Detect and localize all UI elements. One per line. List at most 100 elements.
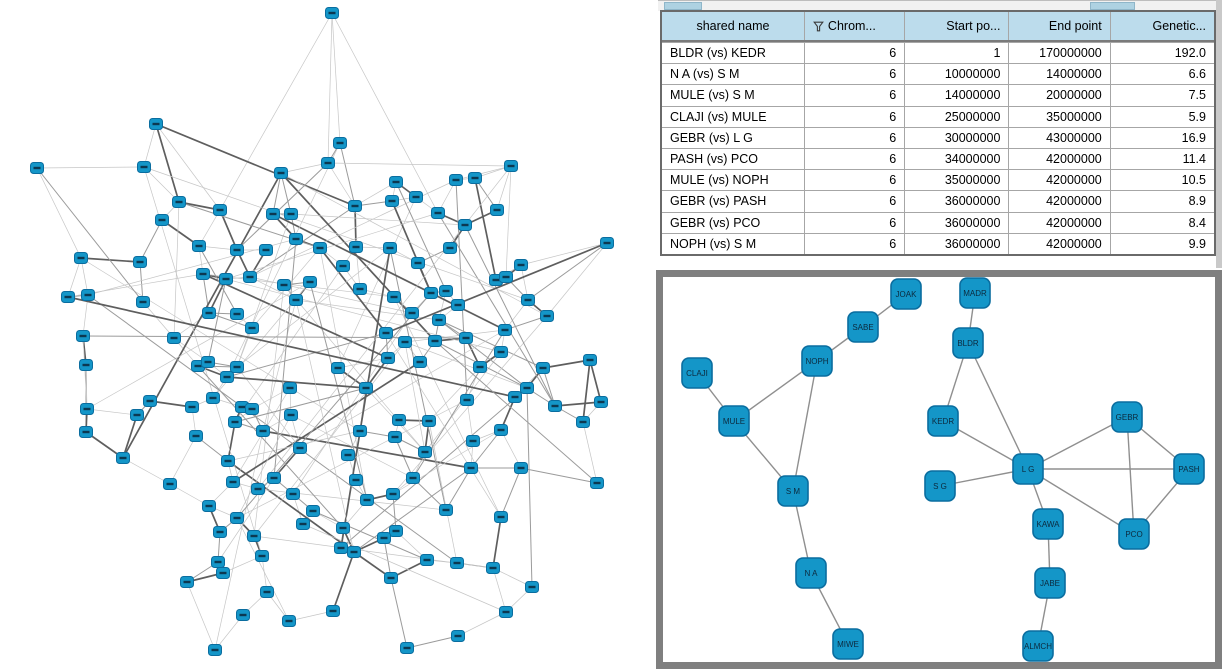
- network-node[interactable]: [213, 526, 227, 538]
- network-node[interactable]: [259, 244, 273, 256]
- network-edge[interactable]: [226, 376, 367, 389]
- network-edge[interactable]: [234, 265, 344, 423]
- network-node[interactable]: [473, 361, 487, 373]
- table-cell[interactable]: 6: [804, 169, 906, 191]
- table-row[interactable]: GEBR (vs) PASH 6 36000000 42000000 8.9: [662, 190, 1214, 212]
- network-node[interactable]: BLDR: [952, 327, 984, 359]
- network-node[interactable]: [548, 400, 562, 412]
- network-node[interactable]: [325, 7, 339, 19]
- network-node[interactable]: [289, 294, 303, 306]
- network-node[interactable]: [79, 359, 93, 371]
- network-node[interactable]: [389, 176, 403, 188]
- network-node[interactable]: [243, 271, 257, 283]
- network-edge[interactable]: [227, 421, 236, 462]
- network-node[interactable]: [349, 474, 363, 486]
- network-edge[interactable]: [428, 366, 481, 422]
- network-node[interactable]: [306, 505, 320, 517]
- network-edge[interactable]: [122, 457, 171, 485]
- network-edge[interactable]: [280, 172, 292, 215]
- network-node[interactable]: [192, 240, 206, 252]
- table-cell[interactable]: 6: [804, 211, 906, 233]
- table-cell[interactable]: PASH (vs) PCO: [662, 147, 805, 170]
- table-cell[interactable]: 25000000: [905, 105, 1010, 127]
- network-node[interactable]: [514, 259, 528, 271]
- network-node[interactable]: [226, 476, 240, 488]
- network-node[interactable]: [143, 395, 157, 407]
- network-edge[interactable]: [527, 242, 608, 301]
- network-edge[interactable]: [355, 246, 361, 290]
- network-node[interactable]: [282, 615, 296, 627]
- network-node[interactable]: KAWA: [1032, 508, 1064, 540]
- network-node[interactable]: N A: [795, 557, 827, 589]
- network-edge[interactable]: [86, 281, 311, 410]
- network-edge[interactable]: [288, 610, 334, 622]
- table-cell[interactable]: 192.0: [1110, 42, 1214, 63]
- table-cell[interactable]: 42000000: [1009, 190, 1111, 212]
- network-edge[interactable]: [280, 172, 548, 317]
- node-shape[interactable]: [681, 357, 713, 389]
- table-cell[interactable]: 6: [804, 63, 906, 85]
- network-edge[interactable]: [404, 341, 426, 453]
- network-node[interactable]: [504, 160, 518, 172]
- network-node[interactable]: [353, 283, 367, 295]
- network-node[interactable]: [349, 241, 363, 253]
- table-cell[interactable]: GEBR (vs) PASH: [662, 190, 805, 212]
- table-cell[interactable]: 10000000: [905, 63, 1010, 85]
- column-header-genetic-distance[interactable]: Genetic...: [1111, 12, 1214, 40]
- network-node[interactable]: [267, 472, 281, 484]
- network-node[interactable]: PCO: [1118, 518, 1150, 550]
- node-shape[interactable]: [952, 327, 984, 359]
- network-edge[interactable]: [232, 361, 421, 483]
- network-edge[interactable]: [236, 366, 301, 449]
- table-cell[interactable]: 8.9: [1110, 190, 1214, 211]
- table-row[interactable]: NOPH (vs) S M 6 36000000 42000000 9.9: [662, 232, 1214, 254]
- network-node[interactable]: [289, 233, 303, 245]
- network-edge[interactable]: [327, 12, 333, 164]
- network-node[interactable]: [256, 425, 270, 437]
- filter-funnel-icon[interactable]: [813, 21, 824, 32]
- network-edge[interactable]: [272, 172, 282, 215]
- network-edge[interactable]: [302, 523, 507, 613]
- network-edge[interactable]: [385, 332, 502, 518]
- network-edge[interactable]: [262, 430, 472, 469]
- network-node[interactable]: [76, 330, 90, 342]
- table-cell[interactable]: 5.9: [1110, 105, 1214, 127]
- network-edge[interactable]: [445, 467, 472, 511]
- network-node[interactable]: KEDR: [927, 405, 959, 437]
- network-edge[interactable]: [554, 401, 602, 407]
- network-node[interactable]: [424, 287, 438, 299]
- table-cell[interactable]: 42000000: [1009, 232, 1111, 254]
- network-edge[interactable]: [142, 301, 175, 339]
- network-edge[interactable]: [385, 242, 608, 334]
- network-edge[interactable]: [792, 360, 818, 492]
- network-node[interactable]: [388, 431, 402, 443]
- table-cell[interactable]: 42000000: [1009, 147, 1111, 170]
- network-edge[interactable]: [455, 179, 468, 401]
- network-edge[interactable]: [122, 414, 138, 459]
- network-node[interactable]: S M: [777, 475, 809, 507]
- network-edge[interactable]: [253, 341, 406, 537]
- node-shape[interactable]: [1012, 453, 1044, 485]
- network-edge[interactable]: [217, 477, 275, 563]
- network-edge[interactable]: [520, 242, 608, 266]
- network-node[interactable]: [247, 530, 261, 542]
- network-node[interactable]: [266, 208, 280, 220]
- network-node[interactable]: [420, 554, 434, 566]
- network-edge[interactable]: [226, 332, 387, 378]
- network-edge[interactable]: [273, 238, 297, 479]
- network-node[interactable]: [439, 504, 453, 516]
- network-node[interactable]: [333, 137, 347, 149]
- network-node[interactable]: [185, 401, 199, 413]
- network-edge[interactable]: [395, 181, 447, 292]
- table-row[interactable]: CLAJI (vs) MULE 6 25000000 35000000 5.9: [662, 105, 1214, 127]
- network-node[interactable]: [498, 324, 512, 336]
- network-node[interactable]: [384, 572, 398, 584]
- network-edge[interactable]: [390, 577, 408, 649]
- network-edge[interactable]: [236, 517, 290, 622]
- network-node[interactable]: [313, 242, 327, 254]
- network-node[interactable]: [334, 542, 348, 554]
- network-node[interactable]: [353, 425, 367, 437]
- network-edge[interactable]: [36, 166, 145, 169]
- network-node[interactable]: [459, 332, 473, 344]
- network-node[interactable]: [74, 252, 88, 264]
